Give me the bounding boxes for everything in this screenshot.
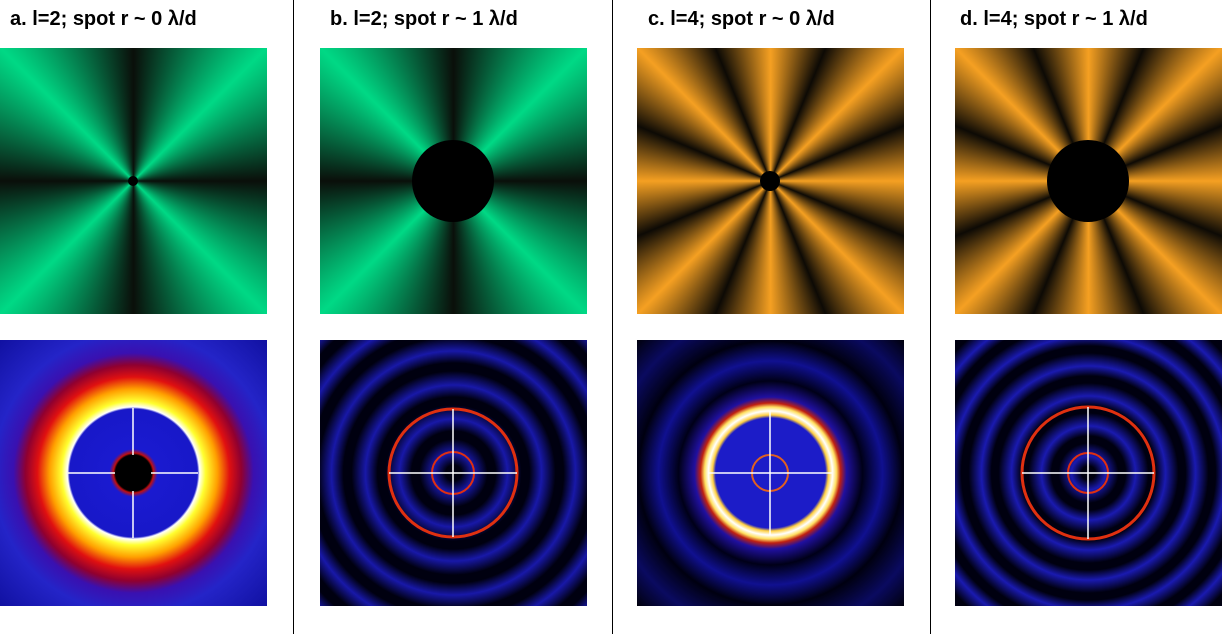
overlay — [387, 407, 519, 539]
overlay — [1020, 405, 1156, 541]
intensity-map — [320, 340, 587, 606]
spot — [760, 171, 780, 191]
overlay — [708, 411, 832, 535]
panel-title: a. l=2; spot r ~ 0 λ/d — [10, 8, 197, 30]
overlay — [68, 408, 198, 538]
overlay — [412, 140, 494, 222]
spot — [1047, 140, 1129, 222]
panel-title: d. l=4; spot r ~ 1 λ/d — [960, 8, 1148, 30]
spot — [128, 176, 138, 186]
divider — [930, 0, 931, 634]
overlay — [760, 171, 780, 191]
spot — [412, 140, 494, 222]
phase-pattern — [637, 48, 904, 314]
intensity-map — [0, 340, 267, 606]
intensity-map — [637, 340, 904, 606]
phase-pattern — [0, 48, 267, 314]
divider — [612, 0, 613, 634]
intensity-map — [955, 340, 1222, 606]
overlay — [1047, 140, 1129, 222]
phase-pattern — [955, 48, 1222, 314]
divider — [293, 0, 294, 634]
overlay — [128, 176, 138, 186]
panel-title: b. l=2; spot r ~ 1 λ/d — [330, 8, 518, 30]
panel-title: c. l=4; spot r ~ 0 λ/d — [648, 8, 835, 30]
phase-pattern — [320, 48, 587, 314]
